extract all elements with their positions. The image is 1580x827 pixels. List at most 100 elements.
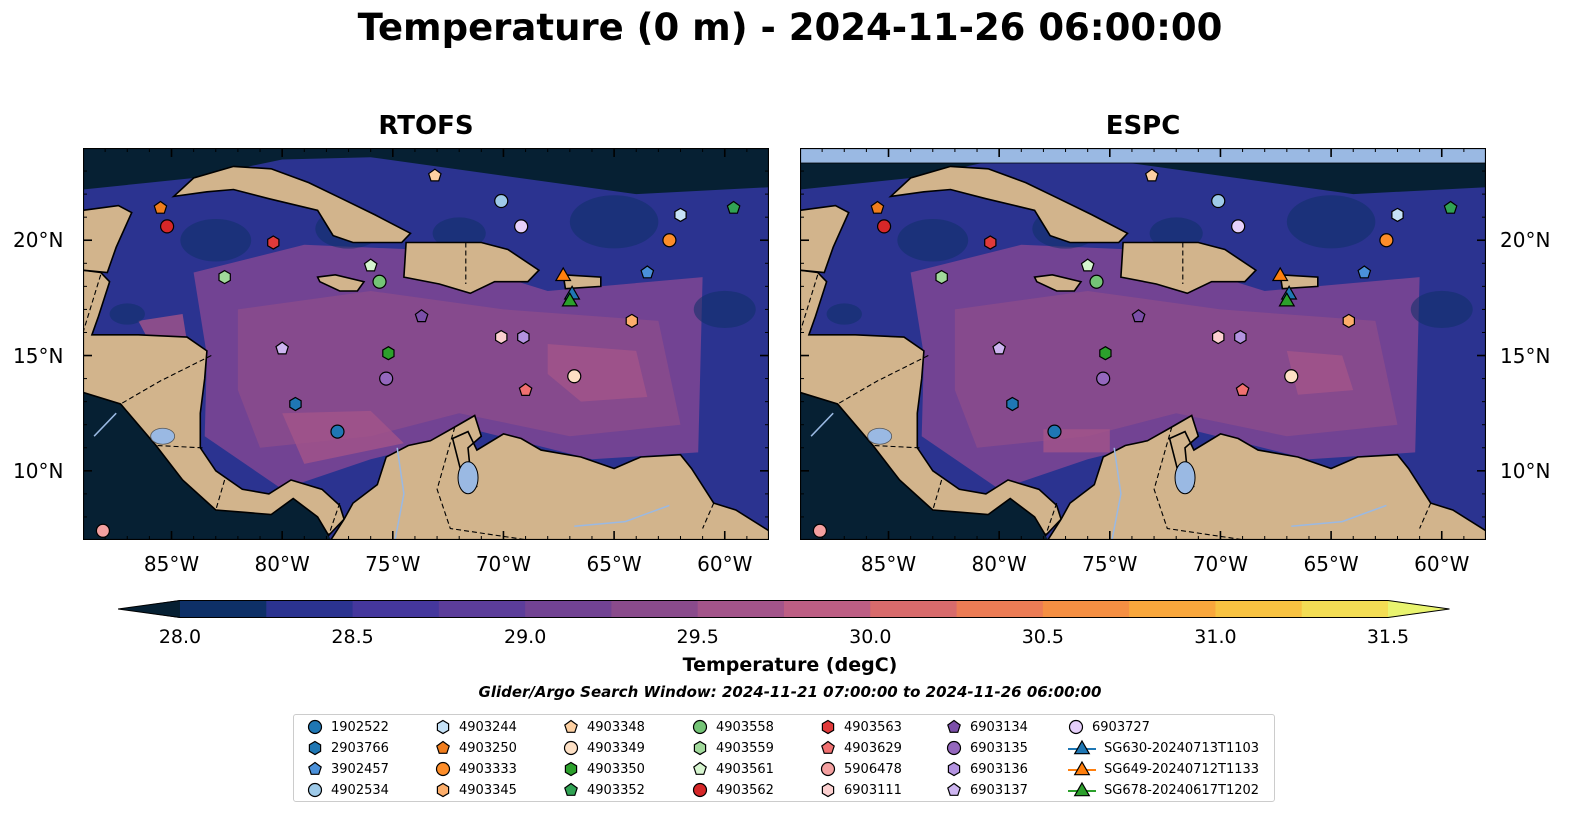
lon-tick-label: 70°W (475, 552, 532, 576)
legend-item: 4903333 (434, 759, 517, 779)
legend-label: 4903629 (844, 740, 902, 756)
legend-label: 3902457 (331, 761, 389, 777)
marker-6903134 (1131, 309, 1146, 323)
colorbar-segment (525, 600, 613, 618)
legend-item: SG630-20240713T1103 (1067, 738, 1259, 758)
marker-1902522 (1047, 424, 1062, 439)
legend-marker-icon (307, 719, 323, 735)
marker-4903561 (363, 258, 378, 272)
colorbar (117, 600, 1450, 618)
colorbar-tick-label: 30.0 (849, 626, 892, 648)
lon-tick-label: 60°W (1414, 552, 1470, 576)
legend-item: 4903345 (434, 780, 517, 800)
legend-item: SG678-20240617T1202 (1067, 780, 1259, 800)
marker-4903559 (935, 269, 948, 285)
legend: 1902522 2903766 3902457 4902534 4903244 49032… (293, 714, 1275, 802)
legend-item: 3902457 (306, 759, 389, 779)
legend-label: 5906478 (844, 761, 902, 777)
marker-4903561 (1080, 258, 1095, 272)
legend-item: 6903135 (945, 738, 1028, 758)
marker-4903563 (267, 235, 280, 250)
lat-tick-label-left: 10°N (13, 458, 64, 483)
marker-2903766 (1006, 396, 1019, 412)
legend-item: 4903629 (819, 738, 902, 758)
legend-marker-icon (821, 740, 835, 754)
marker-4903349 (567, 369, 582, 384)
legend-marker-icon (435, 761, 451, 777)
map-panel-espc (800, 148, 1486, 540)
lon-tick-label: 85°W (860, 552, 917, 576)
legend-label: 4903558 (716, 719, 774, 735)
marker-6903134 (414, 309, 429, 323)
legend-item: 4903558 (691, 717, 774, 737)
marker-4903244 (674, 207, 687, 223)
legend-item: 4903562 (691, 780, 774, 800)
map-panel-rtofs (83, 148, 769, 540)
legend-item: 5906478 (819, 759, 902, 779)
legend-label: 4903333 (459, 761, 517, 777)
colorbar-tick-label: 30.5 (1021, 626, 1064, 648)
colorbar-segment (1129, 600, 1217, 618)
lon-tick-label: 65°W (1303, 552, 1359, 576)
marker-6903137 (275, 341, 290, 355)
marker-4902534 (494, 193, 509, 209)
lat-tick-label-left: 15°N (13, 343, 64, 368)
legend-label: 2903766 (331, 740, 389, 756)
marker-6903136 (517, 329, 530, 345)
colorbar-segment (1215, 600, 1303, 618)
lon-tick-label: 65°W (586, 552, 642, 576)
legend-marker-icon (693, 761, 707, 775)
marker-6903727 (1231, 219, 1246, 234)
legend-marker-icon (564, 719, 578, 733)
colorbar-tick-label: 31.5 (1366, 626, 1410, 648)
marker-3902457 (1357, 265, 1372, 279)
legend-item: 6903137 (945, 780, 1028, 800)
legend-marker-icon (821, 719, 835, 735)
marker-4903629 (1235, 382, 1250, 396)
legend-marker-icon (436, 782, 450, 798)
marker-4903558 (372, 274, 387, 289)
marker-1902522 (330, 424, 345, 439)
marker-4903349 (1284, 369, 1299, 384)
legend-label: 4903345 (459, 782, 517, 798)
legend-label: 4903350 (587, 761, 645, 777)
marker-SG678-20240617T1202 (561, 292, 579, 307)
marker-4903352 (1443, 200, 1458, 214)
marker-4903348 (1144, 168, 1159, 182)
colorbar-tick-label: 28.5 (331, 626, 374, 648)
marker-6903111 (1212, 329, 1225, 345)
marker-4903345 (625, 313, 639, 329)
legend-item: 6903136 (945, 759, 1028, 779)
marker-4903333 (662, 233, 677, 248)
lon-tick-label: 70°W (1192, 552, 1249, 576)
marker-6903727 (514, 219, 529, 234)
marker-SG649-20240712T1133 (1271, 266, 1289, 282)
marker-4903562 (876, 219, 892, 234)
lon-tick-label: 80°W (254, 552, 310, 576)
colorbar-segment (870, 600, 958, 618)
colorbar-tick-label: 31.0 (1194, 626, 1237, 648)
legend-label: 6903135 (970, 740, 1028, 756)
lat-tick-label-left: 20°N (13, 228, 64, 253)
legend-label: 6903727 (1092, 719, 1150, 735)
lat-tick-label-right: 10°N (1500, 458, 1551, 483)
marker-4903559 (218, 269, 231, 285)
legend-marker-icon (436, 740, 450, 754)
legend-label: 4903250 (459, 740, 517, 756)
lat-tick-label-right: 15°N (1500, 343, 1551, 368)
marker-4903333 (1379, 233, 1394, 248)
colorbar-segment (266, 600, 354, 618)
marker-4902534 (1211, 193, 1226, 209)
marker-4903350 (382, 346, 395, 361)
legend-label: SG649-20240712T1133 (1104, 761, 1260, 777)
colorbar-segment (438, 600, 526, 618)
marker-4903345 (1342, 313, 1356, 329)
colorbar-segment (697, 600, 785, 618)
marker-SG678-20240617T1202 (1278, 292, 1296, 307)
lon-tick-label: 85°W (143, 552, 200, 576)
legend-marker-icon (1068, 719, 1084, 735)
marker-4903250 (870, 200, 885, 214)
legend-marker-icon (1068, 739, 1096, 755)
legend-item: 4903561 (691, 759, 774, 779)
legend-marker-icon (564, 761, 578, 777)
